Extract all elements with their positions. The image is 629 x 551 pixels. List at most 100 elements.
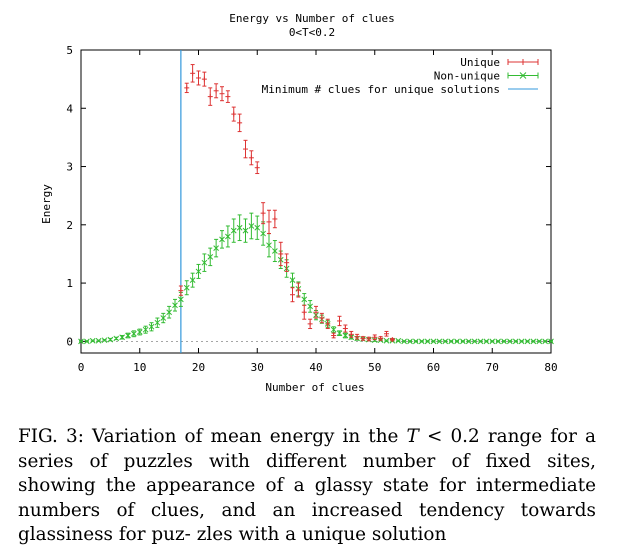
- data-point: [254, 215, 261, 240]
- data-point: [237, 113, 243, 133]
- data-point: [354, 333, 360, 340]
- data-point: [243, 139, 248, 159]
- y-tick-label: 5: [66, 44, 73, 57]
- data-point: [325, 318, 331, 330]
- data-point: [184, 82, 190, 94]
- energy-chart: Energy vs Number of clues 0<T<0.2 0 10 20 3…: [40, 12, 558, 394]
- y-tick-label: 4: [66, 102, 73, 115]
- data-point: [101, 337, 108, 344]
- y-axis-label: Energy: [40, 184, 53, 224]
- data-point: [418, 338, 425, 345]
- x-tick-label: 20: [192, 361, 205, 374]
- data-point: [213, 238, 219, 258]
- grid-layer: [80, 49, 552, 353]
- x-tick-label: 30: [251, 361, 264, 374]
- data-point: [266, 233, 272, 258]
- data-point: [295, 282, 301, 298]
- data-point: [360, 335, 366, 341]
- data-point: [107, 336, 114, 343]
- caption-math-rel: < 0.2: [418, 426, 480, 447]
- y-tick-label: 1: [66, 277, 73, 290]
- data-point: [313, 305, 319, 319]
- data-point: [284, 253, 290, 272]
- data-point: [178, 285, 184, 296]
- legend-min-clues-label: Minimum # clues for unique solutions: [262, 83, 500, 96]
- data-point: [372, 334, 378, 341]
- data-point: [254, 161, 260, 175]
- data-point: [272, 209, 278, 229]
- data-point: [289, 272, 296, 288]
- data-point: [530, 338, 537, 345]
- data-point: [460, 338, 466, 345]
- caption-line1-end: range for a: [479, 426, 596, 447]
- data-point: [219, 230, 225, 249]
- legend-unique-swatch: [507, 59, 539, 65]
- data-point: [342, 332, 349, 339]
- data-point: [430, 338, 437, 345]
- data-point: [136, 328, 143, 336]
- data-point: [413, 338, 419, 345]
- data-point: [242, 218, 249, 243]
- data-point: [166, 305, 172, 319]
- legend-non-unique-label: Non-unique: [434, 70, 500, 83]
- data-point: [401, 338, 407, 345]
- data-point: [290, 287, 295, 303]
- x-axis-label: Number of clues: [265, 381, 364, 394]
- x-tick-label: 60: [427, 361, 440, 374]
- data-point: [407, 338, 413, 345]
- figure-caption: FIG. 3: Variation of mean energy in the …: [18, 425, 596, 548]
- legend-non-unique-swatch: [507, 72, 539, 79]
- data-point: [78, 338, 84, 345]
- data-point: [483, 338, 490, 345]
- data-point: [248, 150, 254, 166]
- caption-line4: clues, and an increased tendency towards…: [18, 499, 596, 546]
- data-point: [383, 337, 390, 344]
- data-point: [348, 330, 354, 338]
- y-tick-label: 0: [66, 335, 73, 348]
- data-point: [196, 70, 201, 86]
- data-point: [225, 225, 231, 248]
- data-point: [89, 337, 96, 344]
- data-point: [307, 318, 313, 330]
- data-point: [301, 293, 308, 306]
- caption-math-var: T: [406, 426, 419, 447]
- data-point: [154, 317, 161, 328]
- data-point: [448, 338, 454, 345]
- y-tick-label: 3: [66, 161, 73, 174]
- data-point: [384, 330, 389, 337]
- data-point: [301, 304, 307, 320]
- x-tick-label: 10: [133, 361, 146, 374]
- data-point: [225, 90, 231, 103]
- data-point: [548, 338, 554, 345]
- caption-text-start: Variation of mean energy in the: [92, 426, 407, 447]
- data-point: [524, 338, 531, 345]
- data-point: [260, 202, 266, 225]
- data-point: [201, 253, 208, 272]
- data-point: [95, 337, 102, 344]
- data-point: [454, 338, 460, 345]
- data-point: [248, 212, 255, 240]
- data-point: [84, 338, 90, 345]
- data-point: [201, 71, 207, 87]
- chart-subtitle: 0<T<0.2: [289, 26, 335, 39]
- data-point: [442, 338, 449, 345]
- series-non-unique: [78, 212, 554, 345]
- data-point: [190, 64, 196, 83]
- data-point: [189, 272, 196, 288]
- y-tick-labels: 0 1 2 3 4 5: [66, 44, 73, 348]
- data-point: [213, 83, 219, 99]
- data-point: [465, 338, 472, 345]
- data-point: [131, 330, 137, 338]
- data-point: [160, 312, 167, 324]
- y-tick-label: 2: [66, 219, 73, 232]
- data-point: [336, 330, 343, 337]
- data-point: [148, 322, 155, 332]
- caption-line3: the appearance of a glassy state for int…: [18, 475, 596, 521]
- data-point: [536, 338, 543, 345]
- data-point: [489, 338, 496, 345]
- data-point: [395, 337, 402, 344]
- data-point: [272, 240, 278, 263]
- data-point: [471, 338, 478, 345]
- caption-line2: series of puzzles with different number …: [18, 450, 596, 497]
- data-point: [113, 335, 120, 342]
